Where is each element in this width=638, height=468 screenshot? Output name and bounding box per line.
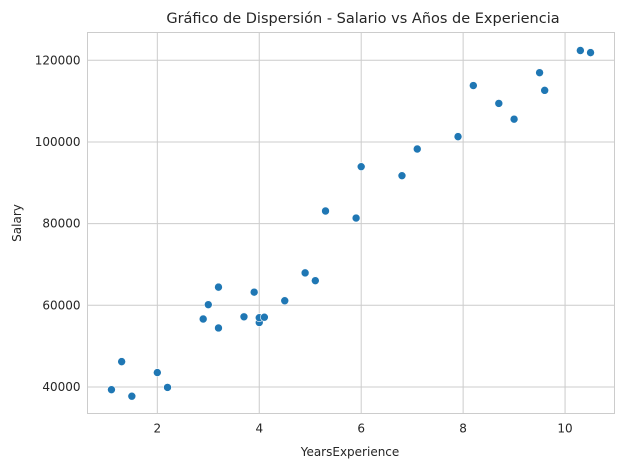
x-axis-label: YearsExperience bbox=[300, 445, 400, 459]
scatter-point bbox=[127, 391, 137, 401]
scatter-point bbox=[494, 99, 504, 108]
data-points bbox=[107, 46, 595, 401]
scatter-point bbox=[540, 86, 549, 95]
scatter-point bbox=[107, 385, 116, 394]
scatter-point bbox=[239, 312, 249, 322]
scatter-point bbox=[117, 357, 126, 366]
scatter-point bbox=[214, 282, 223, 292]
y-tick-label: 40000 bbox=[42, 380, 80, 394]
scatter-point bbox=[397, 171, 407, 180]
x-tick-label: 2 bbox=[154, 422, 162, 436]
scatter-point bbox=[356, 162, 366, 171]
scatter-point bbox=[321, 206, 330, 216]
x-tick-label: 10 bbox=[557, 422, 572, 436]
scatter-point bbox=[249, 287, 259, 297]
tick-labels: 2 4 6 8 10 40000 60000 80000 100000 120000 bbox=[35, 53, 573, 435]
scatter-point bbox=[214, 323, 223, 333]
chart-title: Gráfico de Dispersión - Salario vs Años … bbox=[166, 11, 559, 27]
scatter-point bbox=[203, 300, 213, 309]
y-tick-label: 120000 bbox=[35, 53, 81, 67]
scatter-point bbox=[576, 46, 585, 55]
x-tick-label: 4 bbox=[255, 422, 263, 436]
scatter-point bbox=[412, 144, 422, 154]
y-tick-label: 80000 bbox=[42, 217, 80, 231]
x-tick-label: 8 bbox=[459, 422, 467, 436]
scatter-point bbox=[198, 314, 208, 324]
scatter-point bbox=[351, 213, 361, 223]
x-tick-label: 6 bbox=[357, 422, 365, 436]
scatter-point bbox=[535, 68, 544, 77]
plot-frame bbox=[87, 32, 615, 414]
scatter-point bbox=[260, 312, 269, 322]
grid-lines bbox=[87, 32, 615, 414]
y-axis-label: Salary bbox=[10, 204, 24, 242]
scatter-point bbox=[586, 48, 595, 57]
scatter-point bbox=[153, 368, 162, 377]
scatter-point bbox=[509, 114, 519, 124]
y-tick-label: 100000 bbox=[35, 135, 81, 149]
scatter-point bbox=[163, 383, 172, 392]
scatter-point bbox=[311, 276, 320, 285]
scatter-point bbox=[300, 268, 310, 278]
scatter-point bbox=[280, 296, 290, 306]
y-tick-label: 60000 bbox=[42, 298, 80, 312]
scatter-point bbox=[453, 132, 463, 141]
scatter-point bbox=[469, 81, 478, 90]
